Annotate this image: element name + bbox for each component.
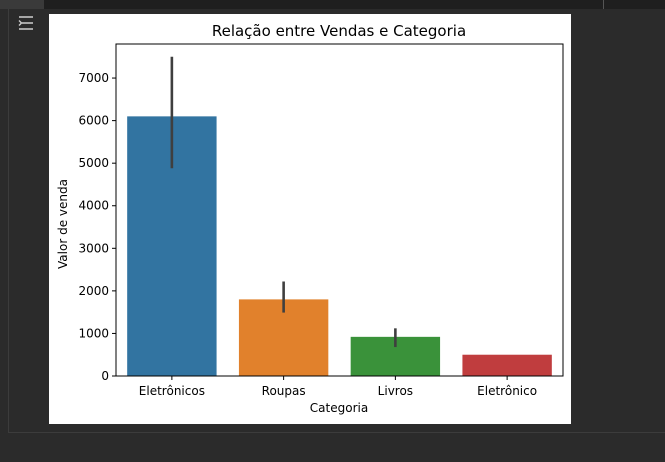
top-bar: [0, 0, 665, 9]
plot-frame: [115, 43, 564, 377]
x-tick-label-3: Livros: [378, 384, 413, 398]
bar-chart: Relação entre Vendas e Categoria 0 1000 20…: [56, 22, 564, 415]
output-options-icon-glyph: [18, 16, 33, 30]
output-cell: [8, 9, 665, 433]
y-tick-label-4: 4000: [78, 199, 109, 213]
x-axis: Eletrônicos Roupas Livros Eletrônico: [139, 376, 537, 398]
y-axis-label: Valor de venda: [56, 179, 70, 269]
chart-title: Relação entre Vendas e Categoria: [212, 22, 466, 40]
bars-group: [127, 116, 552, 376]
x-tick-label-2: Roupas: [262, 384, 306, 398]
x-tick-label-4: Eletrônico: [477, 384, 537, 398]
chart-figure: Relação entre Vendas e Categoria 0 1000 20…: [49, 14, 571, 424]
x-tick-label-1: Eletrônicos: [139, 384, 205, 398]
y-tick-label-1: 1000: [78, 326, 109, 340]
top-divider: [603, 0, 604, 9]
y-axis: 0 1000 2000 3000 4000 5000 6000 7000: [78, 71, 116, 383]
output-options-icon[interactable]: [16, 13, 36, 33]
y-tick-label-5: 5000: [78, 156, 109, 170]
footer-area: [0, 433, 665, 462]
top-tab[interactable]: [0, 0, 44, 9]
x-axis-label: Categoria: [310, 401, 368, 415]
error-bars-group: [170, 56, 397, 348]
y-tick-label-3: 3000: [78, 241, 109, 255]
y-tick-label-0: 0: [101, 369, 109, 383]
y-tick-label-7: 7000: [78, 71, 109, 85]
y-tick-label-6: 6000: [78, 114, 109, 128]
y-tick-label-2: 2000: [78, 284, 109, 298]
bar-4: [462, 354, 552, 376]
